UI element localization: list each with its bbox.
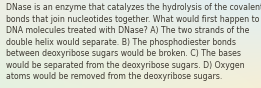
Text: DNase is an enzyme that catalyzes the hydrolysis of the covalent: DNase is an enzyme that catalyzes the hy… (6, 3, 261, 12)
Text: atoms would be removed from the deoxyribose sugars.: atoms would be removed from the deoxyrib… (6, 72, 222, 81)
Text: would be separated from the deoxyribose sugars. D) Oxygen: would be separated from the deoxyribose … (6, 61, 244, 70)
Text: between deoxyribose sugars would be broken. C) The bases: between deoxyribose sugars would be brok… (6, 49, 241, 58)
Text: double helix would separate. B) The phosphodiester bonds: double helix would separate. B) The phos… (6, 38, 236, 47)
Text: DNA molecules treated with DNase? A) The two strands of the: DNA molecules treated with DNase? A) The… (6, 26, 249, 35)
Text: bonds that join nucleotides together. What would first happen to: bonds that join nucleotides together. Wh… (6, 15, 259, 24)
